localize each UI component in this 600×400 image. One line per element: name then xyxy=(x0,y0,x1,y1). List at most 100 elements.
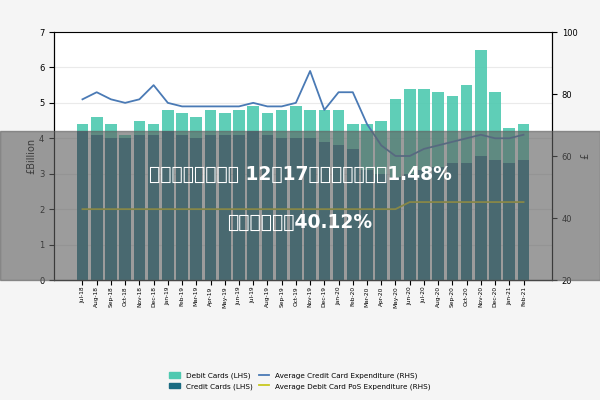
Bar xyxy=(418,170,430,280)
Text: ，转股溢价率40.12%: ，转股溢价率40.12% xyxy=(227,213,373,232)
Average Credit Card Expenditure (RHS) xyxy=(107,97,115,102)
Bar xyxy=(347,124,359,280)
Average Debit Card PoS Expenditure (RHS) xyxy=(221,207,229,212)
Average Credit Card Expenditure (RHS) xyxy=(150,83,157,88)
Average Credit Card Expenditure (RHS) xyxy=(321,108,328,112)
Text: 股票杠杆资本分配 12月17日新港转债下跌1.48%: 股票杠杆资本分配 12月17日新港转债下跌1.48% xyxy=(149,165,451,184)
Average Debit Card PoS Expenditure (RHS) xyxy=(278,207,285,212)
Average Debit Card PoS Expenditure (RHS) xyxy=(178,207,185,212)
Average Debit Card PoS Expenditure (RHS) xyxy=(307,207,314,212)
Average Debit Card PoS Expenditure (RHS) xyxy=(150,207,157,212)
Average Debit Card PoS Expenditure (RHS) xyxy=(406,200,413,204)
Bar xyxy=(119,138,131,280)
Bar xyxy=(148,124,160,280)
Average Credit Card Expenditure (RHS) xyxy=(421,146,428,151)
Average Credit Card Expenditure (RHS) xyxy=(193,104,200,109)
Bar xyxy=(489,160,501,280)
Bar xyxy=(262,135,273,280)
Bar xyxy=(91,117,103,280)
Average Debit Card PoS Expenditure (RHS) xyxy=(506,200,513,204)
Average Credit Card Expenditure (RHS) xyxy=(164,100,172,105)
Bar xyxy=(319,110,330,280)
Average Debit Card PoS Expenditure (RHS) xyxy=(107,207,115,212)
Average Credit Card Expenditure (RHS) xyxy=(335,90,342,95)
Bar xyxy=(134,135,145,280)
Bar xyxy=(247,106,259,280)
Average Debit Card PoS Expenditure (RHS) xyxy=(392,207,399,212)
Bar xyxy=(233,110,245,280)
Bar xyxy=(91,135,103,280)
Bar xyxy=(461,85,472,280)
Bar xyxy=(304,138,316,280)
Bar xyxy=(176,114,188,280)
Average Debit Card PoS Expenditure (RHS) xyxy=(79,207,86,212)
Y-axis label: £Billion: £Billion xyxy=(26,138,36,174)
Bar xyxy=(276,110,287,280)
Bar xyxy=(333,110,344,280)
Average Debit Card PoS Expenditure (RHS) xyxy=(421,200,428,204)
Legend: Debit Cards (LHS), Credit Cards (LHS), Average Credit Card Expenditure (RHS), Av: Debit Cards (LHS), Credit Cards (LHS), A… xyxy=(166,370,434,392)
Bar xyxy=(262,114,273,280)
Average Debit Card PoS Expenditure (RHS) xyxy=(164,207,172,212)
Average Debit Card PoS Expenditure (RHS) xyxy=(193,207,200,212)
Bar xyxy=(389,99,401,280)
Bar xyxy=(503,128,515,280)
Bar xyxy=(205,110,217,280)
Bar xyxy=(162,110,173,280)
Average Debit Card PoS Expenditure (RHS) xyxy=(449,200,456,204)
Bar xyxy=(446,163,458,280)
Bar xyxy=(105,138,117,280)
Bar xyxy=(105,124,117,280)
Bar xyxy=(304,110,316,280)
Bar xyxy=(290,106,302,280)
Average Credit Card Expenditure (RHS) xyxy=(278,104,285,109)
Average Credit Card Expenditure (RHS) xyxy=(364,122,371,126)
Bar xyxy=(433,92,444,280)
Average Credit Card Expenditure (RHS) xyxy=(520,132,527,137)
Average Debit Card PoS Expenditure (RHS) xyxy=(250,207,257,212)
Average Debit Card PoS Expenditure (RHS) xyxy=(235,207,242,212)
Bar xyxy=(190,117,202,280)
Bar xyxy=(475,156,487,280)
Average Credit Card Expenditure (RHS) xyxy=(292,100,299,105)
Bar xyxy=(77,124,88,280)
Bar xyxy=(389,177,401,280)
Average Debit Card PoS Expenditure (RHS) xyxy=(491,200,499,204)
Average Credit Card Expenditure (RHS) xyxy=(122,100,129,105)
Average Credit Card Expenditure (RHS) xyxy=(349,90,356,95)
Average Credit Card Expenditure (RHS) xyxy=(178,104,185,109)
Average Debit Card PoS Expenditure (RHS) xyxy=(364,207,371,212)
Average Debit Card PoS Expenditure (RHS) xyxy=(93,207,100,212)
Y-axis label: £: £ xyxy=(580,153,590,159)
Average Debit Card PoS Expenditure (RHS) xyxy=(377,207,385,212)
Average Debit Card PoS Expenditure (RHS) xyxy=(520,200,527,204)
Average Credit Card Expenditure (RHS) xyxy=(136,97,143,102)
Bar xyxy=(518,160,529,280)
Average Credit Card Expenditure (RHS) xyxy=(207,104,214,109)
Bar xyxy=(446,96,458,280)
Bar xyxy=(233,135,245,280)
Average Credit Card Expenditure (RHS) xyxy=(406,154,413,158)
Average Debit Card PoS Expenditure (RHS) xyxy=(349,207,356,212)
Average Credit Card Expenditure (RHS) xyxy=(491,136,499,141)
Bar xyxy=(475,50,487,280)
Bar xyxy=(176,135,188,280)
Bar xyxy=(347,149,359,280)
Average Credit Card Expenditure (RHS) xyxy=(463,136,470,141)
Bar xyxy=(162,131,173,280)
Bar xyxy=(247,131,259,280)
Bar xyxy=(376,120,387,280)
Bar xyxy=(489,92,501,280)
Bar xyxy=(205,135,217,280)
Average Credit Card Expenditure (RHS) xyxy=(392,154,399,158)
Average Debit Card PoS Expenditure (RHS) xyxy=(136,207,143,212)
Average Debit Card PoS Expenditure (RHS) xyxy=(434,200,442,204)
Average Debit Card PoS Expenditure (RHS) xyxy=(122,207,129,212)
Average Credit Card Expenditure (RHS) xyxy=(264,104,271,109)
Bar xyxy=(404,174,416,280)
Bar xyxy=(404,89,416,280)
Average Credit Card Expenditure (RHS) xyxy=(477,132,484,137)
Average Credit Card Expenditure (RHS) xyxy=(307,68,314,73)
Bar xyxy=(219,114,230,280)
Average Debit Card PoS Expenditure (RHS) xyxy=(477,200,484,204)
